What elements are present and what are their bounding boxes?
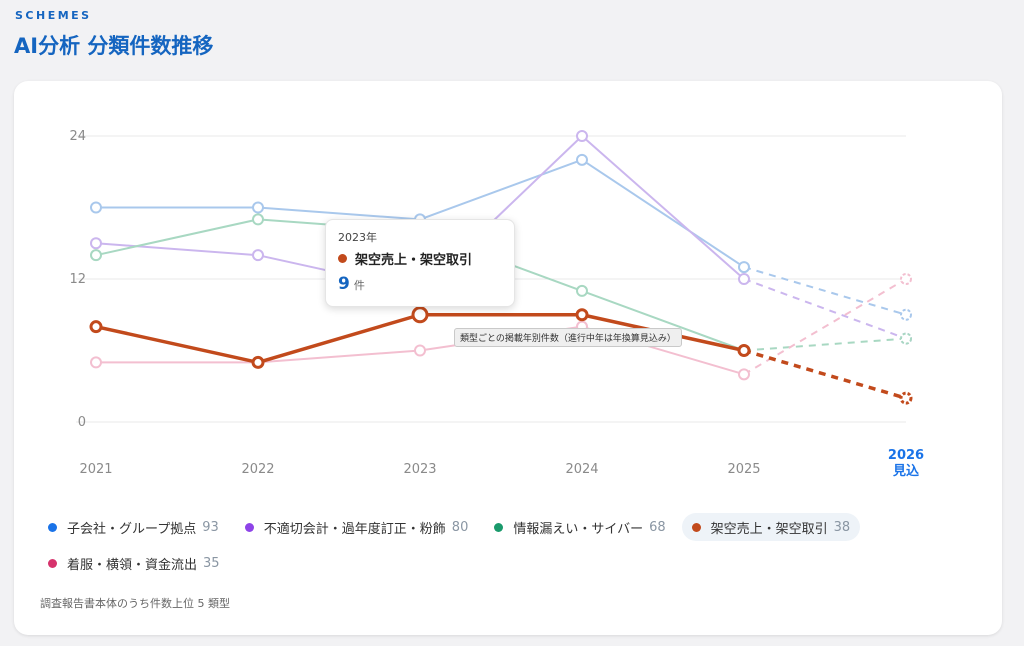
series-point — [414, 344, 426, 357]
series-projection-line — [743, 337, 907, 352]
series-point — [576, 130, 588, 142]
series-projection-line — [743, 348, 907, 400]
x-tick-label: 2024 — [565, 462, 598, 477]
legend-dot — [48, 522, 57, 532]
legend-count: 80 — [451, 519, 469, 535]
legend-dot — [244, 522, 254, 532]
chart-card: 0 12 24 2021 2022 2023 2024 2025 2026 見込 2023年 架空… — [14, 81, 1002, 635]
x-tick-label: 2025 — [727, 462, 760, 477]
y-tick-label: 12 — [69, 272, 86, 287]
page-title: AI分析 分類件数推移 — [14, 34, 214, 58]
legend-count: 38 — [833, 519, 851, 535]
tooltip-series-dot — [338, 254, 347, 263]
x-tick-label: 2021 — [79, 462, 112, 477]
chart-legend: 子会社・グループ拠点 93 不適切会計・過年度訂正・粉飾 80 情報漏えい・サイバー 68… — [38, 513, 978, 585]
legend-label: 情報漏えい・サイバー — [513, 521, 644, 537]
series-projection-line — [743, 266, 907, 316]
legend-dot — [494, 522, 504, 532]
tooltip-series: 架空売上・架空取引 — [338, 249, 472, 268]
series-point — [899, 391, 913, 405]
tooltip-value: 9 — [338, 274, 350, 294]
series-point — [575, 308, 589, 322]
tooltip-series-label: 架空売上・架空取引 — [355, 253, 473, 268]
legend-label: 架空売上・架空取引 — [710, 521, 828, 537]
legend-count: 35 — [203, 555, 220, 571]
series-point — [252, 201, 264, 214]
legend-count: 93 — [202, 519, 219, 535]
hover-hint: 類型ごとの掲載年別件数（進行中年は年換算見込み） — [454, 328, 682, 347]
x-tick-label: 2022 — [241, 462, 274, 477]
x-tick-label: 見込 — [892, 463, 920, 479]
series-point — [576, 284, 588, 297]
eyebrow-label: SCHEMES — [15, 9, 92, 22]
series-point — [90, 356, 102, 369]
series-point — [738, 273, 750, 285]
legend-label: 子会社・グループ拠点 — [67, 521, 197, 537]
legend-count: 68 — [649, 519, 666, 535]
legend-dot — [48, 558, 57, 568]
legend-dot — [691, 522, 701, 532]
series-point — [252, 213, 264, 226]
series-point — [90, 249, 102, 262]
legend-label: 不適切会計・過年度訂正・粉飾 — [263, 521, 446, 537]
series-point — [89, 320, 103, 334]
series-point — [900, 308, 912, 321]
legend-item[interactable]: 情報漏えい・サイバー 68 — [484, 513, 675, 541]
series-point — [90, 237, 102, 250]
series-point — [900, 332, 912, 345]
series-projection-line — [743, 278, 907, 376]
y-tick-label: 0 — [78, 415, 86, 430]
series-point — [738, 261, 750, 274]
footnote: 調査報告書本体のうち件数上位 5 類型 — [40, 597, 230, 610]
series-point — [738, 368, 750, 381]
legend-item[interactable]: 子会社・グループ拠点 93 — [38, 513, 229, 541]
legend-item[interactable]: 着服・横領・資金流出 35 — [38, 549, 230, 577]
x-tick-label: 2023 — [403, 462, 436, 477]
tooltip-year: 2023年 — [338, 231, 377, 244]
series-point — [411, 306, 429, 324]
legend-item[interactable]: 不適切会計・過年度訂正・粉飾 80 — [235, 513, 479, 541]
series-projection-line — [743, 278, 907, 340]
legend-label: 着服・横領・資金流出 — [67, 557, 198, 573]
series-point — [576, 153, 588, 166]
series-point — [252, 249, 264, 262]
legend-item[interactable]: 架空売上・架空取引 38 — [681, 513, 861, 541]
x-tick-label: 2026 — [888, 448, 924, 463]
series-point — [90, 201, 102, 214]
y-tick-label: 24 — [69, 129, 86, 144]
series-point — [251, 355, 265, 369]
series-point — [737, 344, 751, 357]
series-point — [900, 273, 912, 285]
tooltip-unit: 件 — [353, 279, 365, 292]
